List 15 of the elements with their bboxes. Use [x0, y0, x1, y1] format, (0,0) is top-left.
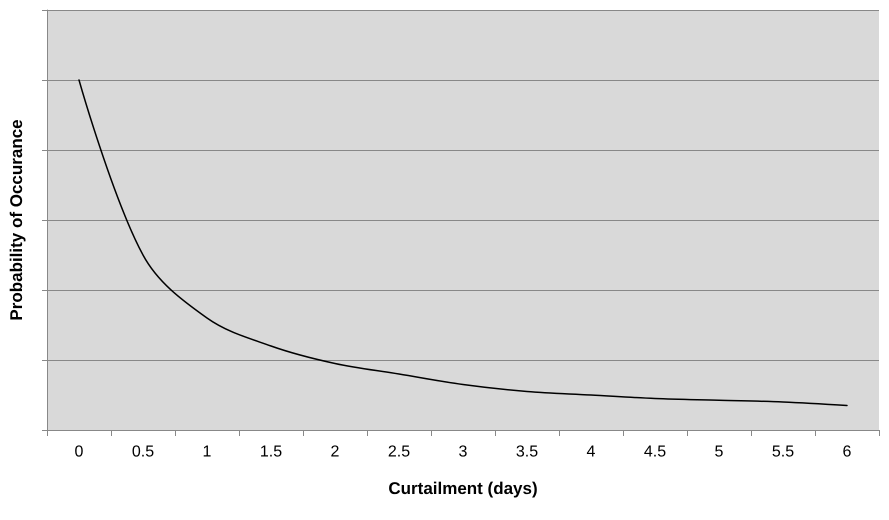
x-axis-title: Curtailment (days) — [388, 479, 538, 498]
x-tick-label: 3 — [458, 444, 468, 460]
x-tick-label: 2 — [330, 444, 340, 460]
x-tick-label: 4 — [586, 444, 596, 460]
y-axis-title: Probability of Occurance — [7, 119, 26, 321]
x-tick-label: 5.5 — [772, 444, 794, 460]
x-tick-label: 1.5 — [260, 444, 282, 460]
x-tick-label: 3.5 — [516, 444, 538, 460]
x-tick-label: 0.5 — [132, 444, 154, 460]
x-tick-label: 5 — [714, 444, 724, 460]
x-tick-label: 4.5 — [644, 444, 666, 460]
x-tick-label: 1 — [202, 444, 212, 460]
x-tick-label: 0 — [74, 444, 84, 460]
x-tick-label: 2.5 — [388, 444, 410, 460]
x-tick-label: 6 — [842, 444, 852, 460]
